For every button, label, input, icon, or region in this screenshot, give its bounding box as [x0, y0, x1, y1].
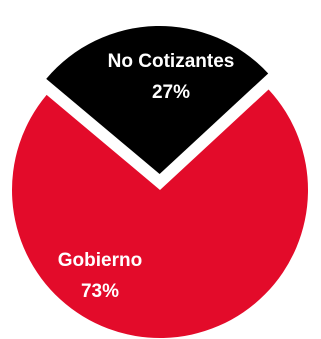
pie-slice-no-cotizantes	[46, 26, 269, 175]
pie-slice-gobierno	[12, 89, 309, 339]
pie-slices	[12, 26, 309, 339]
slice-name-label: No Cotizantes	[108, 51, 235, 72]
pie-labels: No Cotizantes 27% Gobierno 73%	[58, 51, 235, 302]
slice-value-label: 73%	[81, 281, 119, 302]
slice-name-label: Gobierno	[58, 250, 142, 271]
slice-value-label: 27%	[152, 82, 190, 103]
